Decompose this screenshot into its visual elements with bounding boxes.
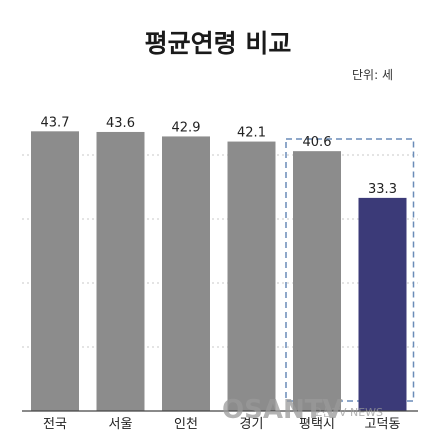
watermark-logo: OSANTV (222, 395, 343, 425)
bar-1 (31, 131, 79, 411)
bar-6 (358, 197, 407, 411)
bar-5 (293, 151, 341, 411)
value-label: 43.7 (41, 115, 70, 130)
category-label: 인천 (174, 417, 198, 432)
bar-4 (227, 141, 276, 411)
category-label: 경기 (240, 417, 264, 432)
watermark-site: 오산TV NEWS (312, 406, 383, 419)
category-label: 고덕동 (365, 417, 401, 432)
value-label: 43.6 (106, 116, 135, 131)
value-label: 42.9 (172, 120, 201, 135)
chart-title: 평균연령 비교 (145, 29, 292, 58)
bars (31, 131, 407, 411)
category-label: 전국 (43, 417, 67, 432)
value-labels: 43.7 43.6 42.9 42.1 40.6 33.3 (41, 115, 397, 197)
category-labels: 전국 서울 인천 경기 평택시 고덕동 (43, 417, 400, 432)
highlight-group-box (285, 138, 415, 402)
category-label: 서울 (109, 417, 133, 432)
unit-label: 단위: 세 (352, 68, 393, 82)
value-label: 42.1 (237, 126, 266, 141)
category-label: 평택시 (299, 417, 335, 432)
bar-3 (162, 136, 210, 411)
bar-2 (96, 131, 145, 411)
value-label: 40.6 (303, 135, 332, 150)
value-label: 33.3 (368, 182, 397, 197)
watermark: OSANTV 오산TV NEWS (222, 395, 383, 425)
grid-lines (22, 154, 418, 348)
